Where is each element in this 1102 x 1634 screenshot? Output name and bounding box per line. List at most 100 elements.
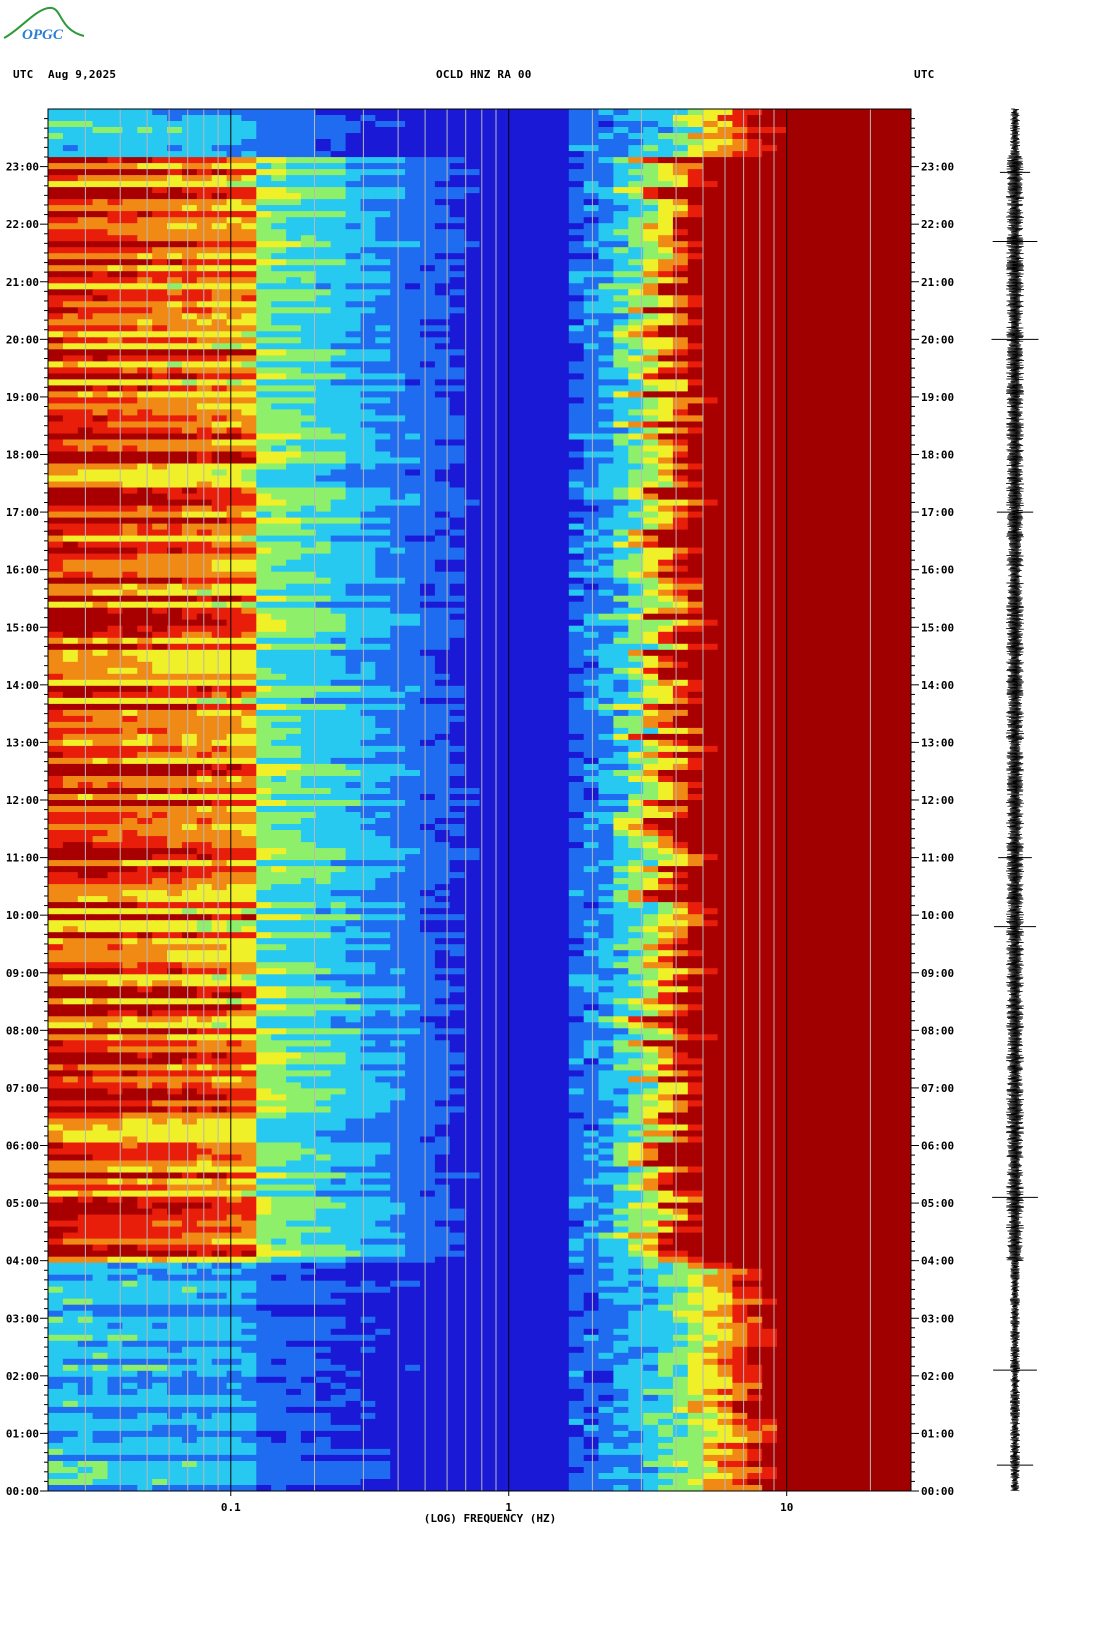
heatmap-cell	[658, 163, 674, 170]
heatmap-cell	[62, 469, 79, 477]
heatmap-cell	[345, 481, 362, 489]
heatmap-cell	[62, 499, 79, 507]
heatmap-cell	[107, 229, 123, 236]
heatmap-cell	[613, 571, 629, 579]
heatmap-cell	[48, 325, 64, 332]
heatmap-cell	[300, 211, 317, 218]
heatmap-cell	[777, 181, 793, 188]
heatmap-cell	[494, 331, 510, 338]
heatmap-cell	[672, 379, 689, 387]
heatmap-cell	[300, 289, 317, 296]
heatmap-cell	[300, 379, 317, 387]
heatmap-cell	[181, 313, 198, 320]
header-station: OCLD HNZ RA 00	[436, 68, 532, 81]
heatmap-cell	[300, 301, 317, 308]
heatmap-cell	[747, 619, 763, 627]
heatmap-cell	[315, 253, 332, 260]
heatmap-cell	[613, 535, 629, 543]
heatmap-cell	[300, 181, 317, 188]
heatmap-cell	[553, 583, 570, 591]
heatmap-cell	[360, 529, 376, 537]
heatmap-cell	[687, 427, 704, 435]
heatmap-cell	[613, 271, 629, 278]
heatmap-cell	[628, 415, 644, 423]
heatmap-cell	[196, 307, 213, 314]
heatmap-cell	[479, 493, 495, 501]
heatmap-cell	[107, 331, 123, 338]
heatmap-cell	[628, 547, 644, 555]
heatmap-cell	[509, 409, 525, 417]
heatmap-cell	[211, 451, 228, 459]
heatmap-cell	[583, 541, 600, 549]
heatmap-cell	[747, 565, 763, 573]
heatmap-cell	[777, 361, 793, 369]
heatmap-cell	[568, 397, 585, 405]
heatmap-cell	[732, 403, 748, 411]
heatmap-cell	[315, 331, 332, 338]
heatmap-cell	[672, 151, 689, 158]
heatmap-cell	[226, 175, 243, 182]
heatmap-cell	[628, 283, 644, 290]
heatmap-cell	[509, 607, 525, 615]
heatmap-cell	[107, 517, 123, 525]
heatmap-cell	[271, 583, 287, 591]
heatmap-cell	[643, 151, 659, 158]
heatmap-cell	[181, 343, 198, 350]
heatmap-cell	[643, 355, 659, 363]
heatmap-cell	[643, 571, 659, 579]
heatmap-cell	[643, 499, 659, 507]
heatmap-cell	[345, 139, 362, 146]
heatmap-cell	[539, 373, 555, 381]
heatmap-cell	[687, 481, 704, 489]
heatmap-cell	[672, 241, 689, 248]
heatmap-cell	[494, 283, 510, 290]
heatmap-cell	[122, 229, 138, 236]
heatmap-cell	[196, 493, 213, 501]
heatmap-cell	[286, 553, 302, 561]
heatmap-cell	[137, 307, 153, 314]
heatmap-cell	[226, 397, 243, 405]
heatmap-cell	[553, 193, 570, 200]
heatmap-cell	[762, 229, 778, 236]
heatmap-cell	[509, 301, 525, 308]
heatmap-cell	[211, 601, 228, 609]
heatmap-cell	[494, 481, 510, 489]
heatmap-cell	[702, 313, 719, 320]
heatmap-cell	[315, 421, 332, 429]
heatmap-cell	[48, 421, 64, 429]
heatmap-cell	[405, 409, 421, 417]
heatmap-cell	[226, 427, 243, 435]
heatmap-cell	[345, 337, 362, 344]
heatmap-cell	[598, 301, 614, 308]
heatmap-cell	[643, 421, 659, 429]
heatmap-cell	[509, 163, 525, 170]
heatmap-cell	[434, 115, 451, 122]
heatmap-cell	[286, 433, 302, 441]
heatmap-cell	[598, 421, 614, 429]
heatmap-cell	[494, 223, 510, 230]
heatmap-cell	[777, 169, 793, 176]
heatmap-cell	[524, 553, 540, 561]
heatmap-cell	[405, 553, 421, 561]
heatmap-cell	[464, 295, 481, 302]
heatmap-cell	[420, 535, 436, 543]
heatmap-cell	[434, 151, 451, 158]
heatmap-cell	[568, 139, 585, 146]
heatmap-cell	[509, 319, 525, 326]
heatmap-cell	[539, 235, 555, 242]
heatmap-cell	[196, 169, 213, 176]
heatmap-cell	[330, 511, 347, 519]
heatmap-cell	[300, 595, 317, 603]
heatmap-cell	[509, 331, 525, 338]
heatmap-cell	[375, 577, 391, 585]
heatmap-cell	[300, 463, 317, 471]
heatmap-cell	[613, 547, 629, 555]
heatmap-cell	[434, 283, 451, 290]
heatmap-cell	[286, 361, 302, 369]
heatmap-cell	[62, 307, 79, 314]
heatmap-cell	[122, 541, 138, 549]
heatmap-cell	[777, 439, 793, 447]
heatmap-cell	[553, 313, 570, 320]
heatmap-cell	[181, 331, 198, 338]
heatmap-cell	[658, 211, 674, 218]
